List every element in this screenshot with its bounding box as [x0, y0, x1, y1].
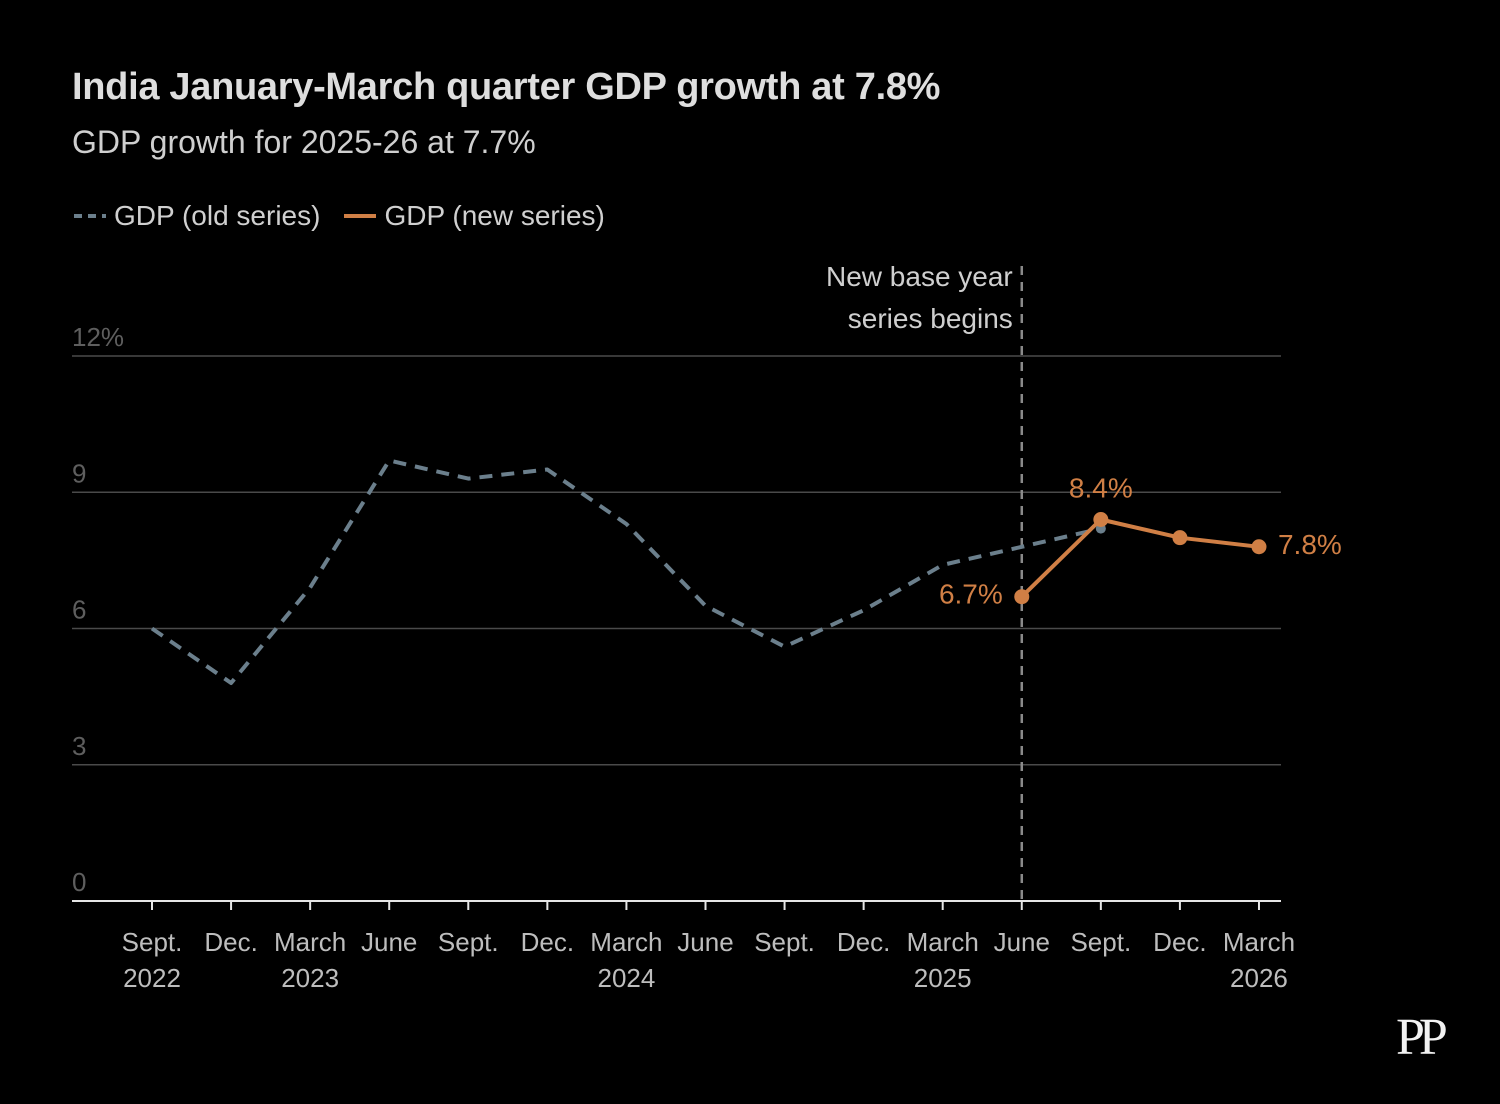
x-tick-label: Sept. — [438, 927, 499, 957]
y-tick-label: 9 — [72, 458, 86, 488]
x-tick-label-year: 2022 — [123, 963, 181, 993]
x-tick-label-year: 2026 — [1230, 963, 1288, 993]
data-point-new-series — [1251, 539, 1267, 555]
legend-item-new-series: GDP (new series) — [342, 200, 605, 232]
x-tick-label: June — [994, 927, 1050, 957]
x-tick-label: March — [274, 927, 346, 957]
x-tick-label: June — [361, 927, 417, 957]
x-tick-label: March — [1223, 927, 1295, 957]
dashed-line-swatch-icon — [74, 214, 106, 218]
y-tick-label: 0 — [72, 867, 86, 897]
chart-title: India January-March quarter GDP growth a… — [72, 66, 941, 108]
x-tick-label: Sept. — [1070, 927, 1131, 957]
x-tick-label: Sept. — [122, 927, 183, 957]
annotation-text-line1: New base year — [826, 261, 1013, 292]
x-tick-label: March — [590, 927, 662, 957]
legend-label-old-series: GDP (old series) — [114, 200, 321, 231]
publisher-logo: PP — [1396, 1009, 1448, 1066]
data-label: 6.7% — [939, 579, 1003, 610]
x-tick-label: Dec. — [837, 927, 890, 957]
y-tick-label: 6 — [72, 595, 86, 625]
data-point-new-series — [1014, 589, 1030, 605]
chart-subtitle: GDP growth for 2025-26 at 7.7% — [72, 124, 536, 160]
annotation-text-line2: series begins — [848, 303, 1013, 334]
series-line-old — [150, 458, 1102, 685]
solid-line-swatch-icon — [344, 214, 377, 218]
x-tick-label-year: 2023 — [281, 963, 339, 993]
data-point-new-series — [1172, 530, 1188, 546]
x-tick-label: Sept. — [754, 927, 815, 957]
data-label: 8.4% — [1069, 473, 1133, 504]
legend-label-new-series: GDP (new series) — [384, 200, 605, 231]
x-tick-label: June — [677, 927, 733, 957]
legend: GDP (old series) GDP (new series) — [72, 200, 627, 232]
legend-item-old-series: GDP (old series) — [72, 200, 320, 232]
data-point-new-series — [1093, 512, 1109, 527]
x-tick-label: March — [907, 927, 979, 957]
x-tick-label: Dec. — [204, 927, 257, 957]
x-tick-label: Dec. — [521, 927, 574, 957]
y-tick-label: 3 — [72, 731, 86, 761]
series-line-new — [1019, 517, 1261, 599]
y-tick-label: 12% — [72, 322, 124, 352]
x-tick-label: Dec. — [1153, 927, 1206, 957]
x-tick-label-year: 2025 — [914, 963, 972, 993]
x-tick-label-year: 2024 — [597, 963, 655, 993]
data-label: 7.8% — [1278, 529, 1342, 560]
